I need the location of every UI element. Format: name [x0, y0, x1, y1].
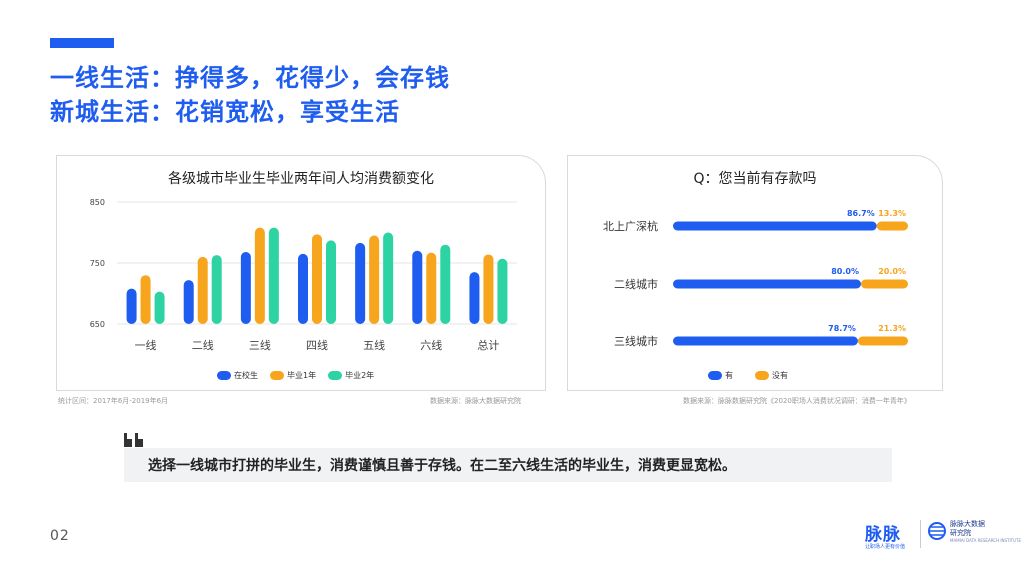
- spending-chart-source: 数据来源：脉脉大数据研究院: [430, 397, 521, 405]
- x-tick-label: 六线: [420, 338, 442, 352]
- legend-item-year2: 毕业2年: [328, 370, 374, 381]
- spending-chart-panel: 各级城市毕业生毕业两年间人均消费额变化 850 750 650 一线 二线 三线 四线 五线 六…: [56, 155, 546, 391]
- savings-chart-legend: 有 没有: [708, 370, 788, 381]
- data-label: 78.7%: [828, 324, 856, 333]
- institute-name-line1: 脉脉大数据: [950, 519, 985, 528]
- legend-item-year1: 毕业1年: [270, 370, 316, 381]
- institute-logo: 脉脉大数据 研究院 MAIMAI DATA RESEARCH INSTITUTE: [928, 518, 1021, 544]
- stacked-bar-segment: [673, 279, 861, 289]
- bar: [426, 252, 437, 324]
- legend-swatch: [270, 371, 284, 380]
- data-label: 20.0%: [878, 267, 906, 276]
- bar: [326, 240, 336, 324]
- spending-chart-legend: 在校生 毕业1年 毕业2年: [217, 370, 374, 381]
- headline-line1: 一线生活：挣得多，花得少，会存钱: [50, 64, 450, 92]
- bar: [298, 253, 308, 324]
- page-number: 02: [50, 528, 70, 544]
- bar: [469, 272, 480, 324]
- institute-name-line2: 研究院: [950, 528, 971, 537]
- bar: [211, 255, 222, 324]
- legend-item-yes: 有: [708, 370, 733, 381]
- spending-chart-title: 各级城市毕业生毕业两年间人均消费额变化: [168, 171, 434, 187]
- bar: [240, 252, 251, 324]
- bar: [440, 244, 451, 324]
- y-tick-label: 850: [90, 198, 105, 207]
- institute-mark-icon: [928, 522, 946, 540]
- legend-item-no: 没有: [755, 370, 788, 381]
- legend-label: 在校生: [234, 371, 258, 380]
- spending-bar-chart: 850 750 650 一线 二线 三线 四线 五线 六线 总计: [90, 198, 517, 352]
- legend-swatch: [217, 371, 231, 380]
- x-tick-label: 四线: [306, 338, 328, 352]
- stacked-bar-segment: [673, 221, 877, 231]
- data-label: 80.0%: [831, 267, 859, 276]
- x-tick-label: 一线: [135, 338, 157, 352]
- data-label: 21.3%: [878, 324, 906, 333]
- institute-name-en: MAIMAI DATA RESEARCH INSTITUTE: [950, 537, 1022, 543]
- quote-icon: [124, 433, 143, 447]
- category-label: 北上广深杭: [603, 219, 658, 233]
- legend-swatch: [708, 371, 722, 380]
- bar: [197, 256, 208, 324]
- quote-text: 选择一线城市打拼的毕业生，消费谨慎且善于存钱。在二至六线生活的毕业生，消费更显宽…: [148, 458, 736, 474]
- bar: [126, 288, 137, 324]
- bar: [154, 291, 165, 324]
- stacked-bar-segment: [861, 279, 908, 289]
- bar: [497, 258, 508, 324]
- legend-label: 毕业2年: [345, 371, 375, 380]
- bar: [183, 280, 194, 324]
- bar: [483, 254, 494, 324]
- bar: [369, 235, 380, 324]
- legend-item-students: 在校生: [217, 370, 258, 381]
- bar: [412, 250, 423, 324]
- savings-chart-title: Q：您当前有存款吗: [693, 171, 817, 187]
- logo-divider: [920, 520, 921, 548]
- bar: [312, 234, 322, 324]
- legend-swatch: [328, 371, 343, 380]
- bar: [268, 227, 279, 324]
- spending-chart-period: 统计区间：2017年6月-2019年6月: [58, 397, 169, 405]
- category-label: 三线城市: [614, 334, 658, 348]
- legend-swatch: [755, 371, 769, 380]
- bar: [254, 227, 265, 324]
- maimai-logo-text: 脉脉: [865, 525, 901, 545]
- savings-chart-source: 数据来源：脉脉数据研究院《2020职场人消费状况调研：消费一年青年》: [683, 397, 911, 405]
- y-tick-label: 750: [90, 259, 105, 268]
- accent-bar: [50, 38, 114, 48]
- bar: [383, 232, 394, 324]
- bar: [140, 275, 151, 324]
- x-tick-label: 总计: [477, 338, 499, 352]
- legend-label: 有: [725, 371, 733, 380]
- y-tick-label: 650: [90, 320, 105, 329]
- maimai-logo-slogan: 让职场人更有价值: [865, 544, 906, 550]
- maimai-logo: 脉脉 让职场人更有价值: [865, 520, 905, 550]
- x-tick-label: 三线: [249, 338, 271, 352]
- x-tick-label: 五线: [363, 338, 385, 352]
- stacked-bar-segment: [857, 336, 908, 346]
- bar: [355, 242, 366, 324]
- legend-label: 毕业1年: [287, 371, 317, 380]
- savings-chart-panel: Q：您当前有存款吗 北上广深杭 86.7% 13.3% 二线城市 80.0% 20.0% 三…: [567, 155, 943, 391]
- data-label: 13.3%: [878, 209, 906, 218]
- category-label: 二线城市: [614, 277, 658, 291]
- data-label: 86.7%: [847, 209, 875, 218]
- x-tick-label: 二线: [192, 338, 214, 352]
- stacked-bar-segment: [876, 221, 908, 231]
- stacked-bar-segment: [673, 336, 858, 346]
- quote-box: [124, 448, 892, 482]
- legend-label: 没有: [772, 371, 788, 380]
- headline-line2: 新城生活：花销宽松，享受生活: [50, 98, 400, 126]
- savings-stacked-bar-chart: 北上广深杭 86.7% 13.3% 二线城市 80.0% 20.0% 三线城市 78.7% 21…: [603, 209, 908, 348]
